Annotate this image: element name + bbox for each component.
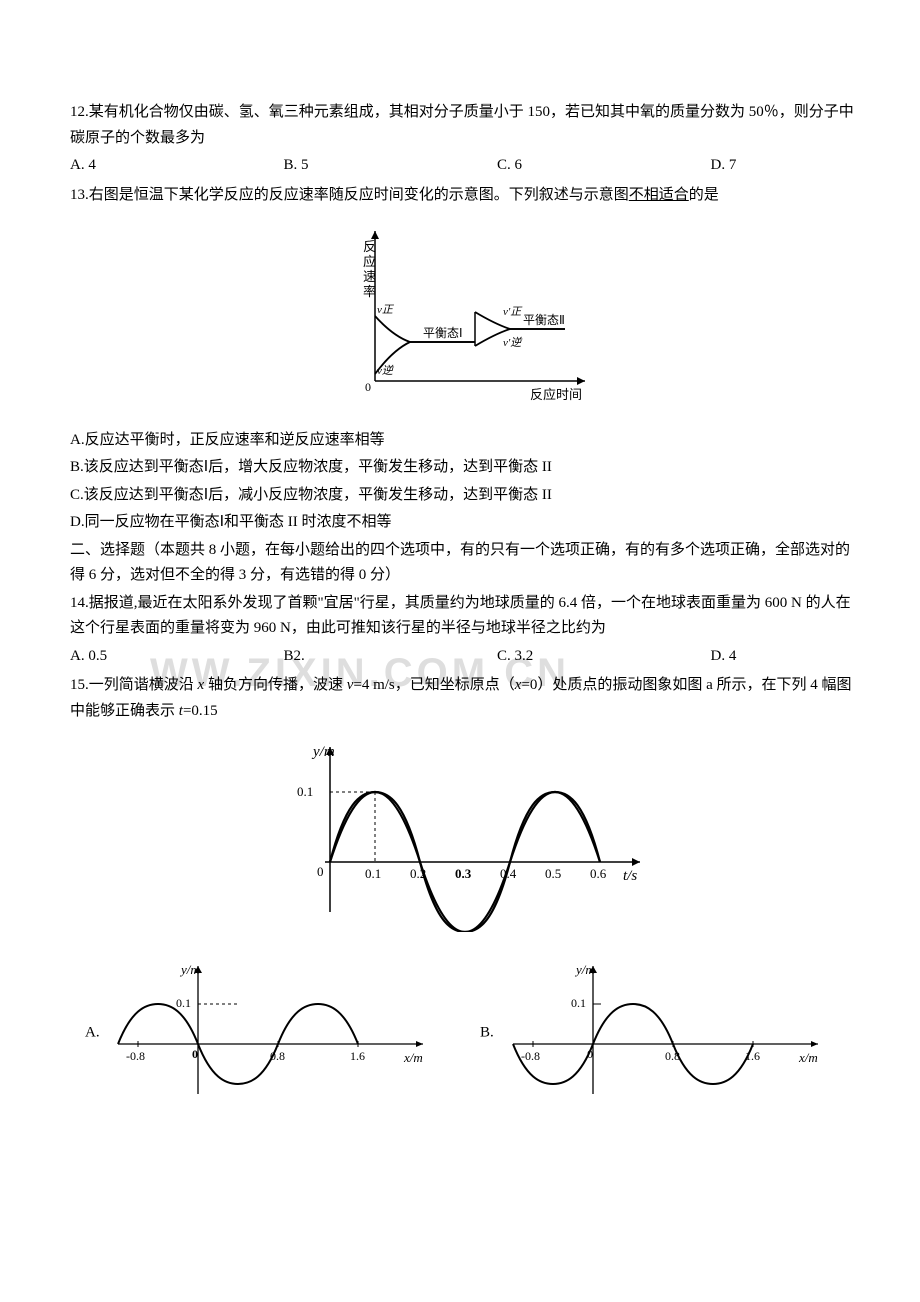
q13-text-c: 的是 (689, 187, 719, 203)
q15a-ymax: 0.1 (176, 996, 191, 1010)
q14-text: 14.据报道,最近在太阳系外发现了首颗"宜居"行星，其质量约为地球质量的 6.4… (70, 591, 860, 642)
section2-text: 二、选择题（本题共 8 小题，在每小题给出的四个选项中，有的只有一个选项正确，有… (70, 538, 860, 589)
q13-opt-c: C.该反应达到平衡态Ⅰ后，减小反应物浓度，平衡发生移动，达到平衡态 II (70, 483, 860, 509)
q13-vn: v逆 (377, 364, 395, 377)
q15m-ymax: 0.1 (297, 784, 313, 799)
q15a-xl: x/m (403, 1050, 423, 1065)
q15m-t1: 0.1 (365, 866, 381, 881)
q13-opt-b: B.该反应达到平衡态Ⅰ后，增大反应物浓度，平衡发生移动，达到平衡态 II (70, 455, 860, 481)
q15-text: 15.一列简谐横波沿 x 轴负方向传播，波速 v=4 m/s，已知坐标原点（x=… (70, 673, 860, 724)
q15a-yl: y/m (179, 962, 200, 977)
q13-eq2: 平衡态Ⅱ (523, 313, 565, 327)
q15m-t5: 0.5 (545, 866, 561, 881)
q15m-zero: 0 (317, 864, 324, 879)
q13-ylabel-1: 反 (363, 239, 376, 254)
q13-ylabel-4: 率 (363, 284, 376, 299)
q13-figure: 反 应 速 率 反应时间 0 v正 v逆 平衡态Ⅰ v'正 v'逆 平衡态Ⅱ (70, 216, 860, 416)
q12-opt-a: A. 4 (70, 153, 284, 179)
q12-options: A. 4 B. 5 C. 6 D. 7 (70, 153, 860, 179)
q13-vz2: v'正 (503, 306, 523, 318)
q14-text-inner: 14.据报道,最近在太阳系外发现了首颗"宜居"行星，其质量约为地球质量的 6.4… (70, 595, 851, 637)
q15-t-e: =0.15 (183, 703, 218, 719)
q14-opt-b: B2. (284, 644, 498, 670)
q15b-ymax: 0.1 (571, 996, 586, 1010)
q15-options-row: A. y/m x/m 0.1 -0.8 0 0.8 1.6 B. (70, 954, 860, 1114)
q15-opt-b-figure: B. y/m x/m 0.1 -0.8 0 0.8 1.6 (465, 954, 860, 1114)
q15-t-a: 15.一列简谐横波沿 (70, 677, 198, 693)
q13-eq1: 平衡态Ⅰ (423, 326, 463, 340)
q13-ylabel-3: 速 (363, 269, 376, 284)
q15-main-figure: y/m t/s 0 0.1 0.1 0.2 0.3 0.4 0.5 0.6 (70, 732, 860, 942)
q13-xlabel: 反应时间 (530, 387, 582, 402)
q15a-label: A. (85, 1021, 100, 1047)
q15a-x4: 1.6 (350, 1049, 365, 1063)
q15m-xlabel: t/s (623, 868, 637, 884)
q15a-x2: 0 (192, 1047, 198, 1061)
q15m-ylabel: y/m (311, 744, 335, 760)
q13-vz: v正 (377, 304, 395, 316)
q15b-xl: x/m (798, 1050, 818, 1065)
q15-t-c: =4 m/s，已知坐标原点（ (353, 677, 514, 693)
q15-opt-a-figure: A. y/m x/m 0.1 -0.8 0 0.8 1.6 (70, 954, 465, 1114)
q12-text: 12.某有机化合物仅由碳、氢、氧三种元素组成，其相对分子质量小于 150，若已知… (70, 100, 860, 151)
q13-ylabel-2: 应 (363, 254, 376, 269)
q14-opt-a: A. 0.5 (70, 644, 284, 670)
q12-opt-d: D. 7 (711, 153, 860, 179)
q14-opt-c: C. 3.2 (497, 644, 711, 670)
q13-vn2: v'逆 (503, 336, 523, 349)
q15-t-b: 轴负方向传播，波速 (204, 677, 347, 693)
q14-options: A. 0.5 B2. C. 3.2 D. 4 (70, 644, 860, 670)
q13-text-a: 13.右图是恒温下某化学反应的反应速率随反应时间变化的示意图。下列叙述与示意图 (70, 187, 629, 203)
q12-opt-c: C. 6 (497, 153, 711, 179)
q15m-t3: 0.3 (455, 866, 472, 881)
q13-text: 13.右图是恒温下某化学反应的反应速率随反应时间变化的示意图。下列叙述与示意图不… (70, 183, 860, 209)
q13-opt-a: A.反应达平衡时，正反应速率和逆反应速率相等 (70, 428, 860, 454)
q15a-x1: -0.8 (126, 1049, 145, 1063)
q15m-t6: 0.6 (590, 866, 607, 881)
q15b-x1: -0.8 (521, 1049, 540, 1063)
q13-opt-d: D.同一反应物在平衡态Ⅰ和平衡态 II 时浓度不相等 (70, 510, 860, 536)
q15b-label: B. (480, 1021, 494, 1047)
q15b-yl: y/m (574, 962, 595, 977)
q13-zero: 0 (365, 380, 371, 394)
q12-opt-b: B. 5 (284, 153, 498, 179)
q13-text-b: 不相适合 (629, 187, 689, 203)
q14-opt-d: D. 4 (711, 644, 860, 670)
